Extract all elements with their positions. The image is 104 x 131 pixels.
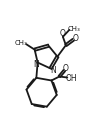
Text: O: O	[59, 29, 65, 37]
Text: O: O	[72, 34, 78, 43]
Text: O: O	[63, 64, 69, 73]
Text: CH₃: CH₃	[67, 26, 80, 32]
Text: N: N	[33, 60, 39, 69]
Text: CH₃: CH₃	[15, 40, 28, 46]
Text: OH: OH	[65, 73, 77, 83]
Text: N: N	[50, 66, 56, 75]
